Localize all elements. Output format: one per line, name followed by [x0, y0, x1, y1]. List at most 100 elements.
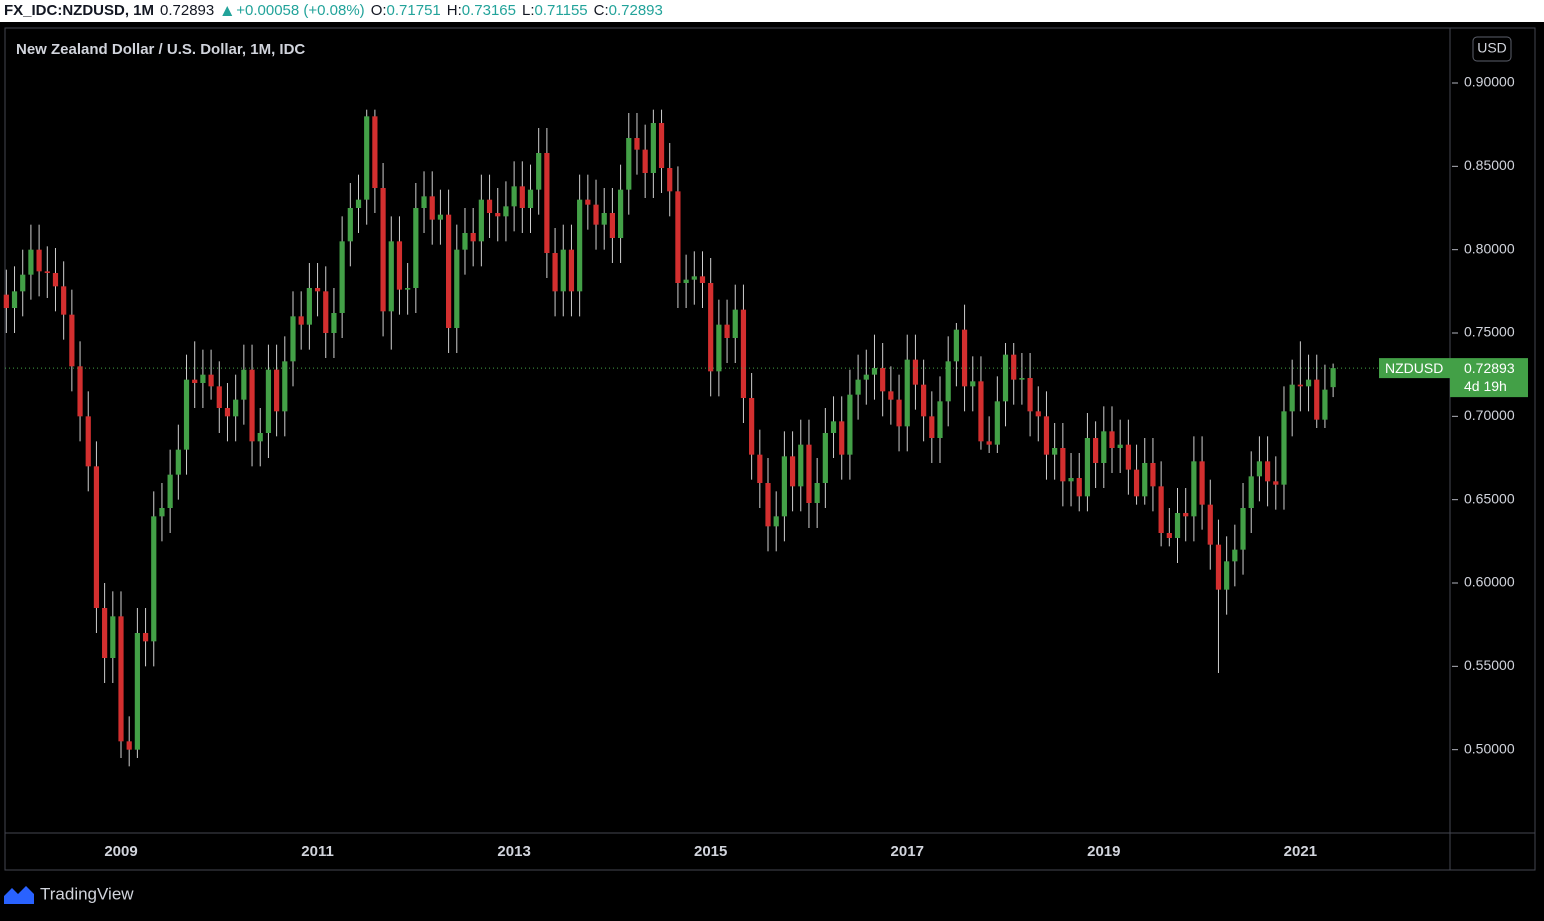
candle-body: [921, 384, 927, 417]
candle-body: [953, 329, 959, 362]
close-label: C:: [594, 2, 609, 19]
x-tick-label: 2021: [1284, 843, 1317, 860]
candle-body: [626, 138, 632, 190]
candle-body: [773, 516, 779, 527]
y-tick-label: 0.90000: [1464, 74, 1515, 90]
y-tick-label: 0.70000: [1464, 407, 1515, 423]
candle-body: [142, 633, 149, 642]
candle-body: [364, 116, 370, 200]
candle-body: [110, 616, 116, 658]
candle-body: [888, 391, 894, 400]
candle-body: [1011, 354, 1017, 380]
candle-body: [577, 199, 583, 292]
candle-body: [1273, 481, 1279, 485]
candle-body: [241, 369, 247, 400]
candle-body: [85, 416, 91, 467]
candle-body: [1207, 504, 1213, 545]
symbol: FX_IDC:NZDUSD, 1M: [4, 2, 154, 19]
candle-body: [904, 359, 910, 427]
candle-body: [208, 374, 214, 387]
symbol-label: NZDUSD: [1385, 360, 1443, 376]
candle-body: [1215, 544, 1222, 590]
candle-body: [1158, 486, 1164, 533]
x-tick-label: 2011: [301, 843, 334, 860]
low-value: 0.71155: [535, 2, 588, 19]
candle-body: [1150, 463, 1156, 487]
close-value: 0.72893: [609, 2, 663, 19]
candle-body: [806, 444, 812, 503]
candle-body: [1289, 384, 1295, 412]
candle-body: [282, 361, 288, 412]
candle-body: [1224, 561, 1230, 590]
candle-body: [585, 199, 591, 205]
candle-body: [544, 153, 550, 253]
candle-body: [961, 329, 968, 387]
countdown: 4d 19h: [1464, 378, 1507, 394]
candle-body: [880, 368, 886, 392]
candle-body: [1297, 384, 1303, 387]
candle-body: [511, 186, 517, 207]
header-legend: FX_IDC:NZDUSD, 1M 0.72893 +0.00058 (+0.08%…: [4, 2, 663, 19]
candle-body: [1002, 354, 1009, 402]
unit-button[interactable]: [1472, 36, 1512, 62]
candle-body: [339, 241, 345, 313]
candle-body: [405, 288, 411, 290]
candle-body: [912, 359, 919, 385]
chart-title: New Zealand Dollar / U.S. Dollar, 1M, ID…: [16, 41, 305, 58]
logo-icon: [4, 886, 34, 904]
candle-body: [945, 361, 951, 402]
candle-body: [314, 288, 321, 292]
candle-body: [265, 369, 272, 433]
open-value: 0.71751: [387, 2, 441, 19]
candle-body: [1068, 478, 1074, 482]
candle-body: [1076, 478, 1082, 497]
candle-body: [11, 291, 18, 308]
candle-body: [102, 608, 108, 658]
y-tick-label: 0.50000: [1464, 740, 1515, 756]
candle-body: [388, 241, 394, 312]
candle-body: [822, 433, 828, 483]
candle-body: [323, 291, 329, 333]
candle-body: [1027, 378, 1033, 412]
candle-body: [552, 253, 558, 292]
candle-body: [1256, 461, 1263, 477]
candle-body: [126, 741, 132, 750]
x-tick-label: 2017: [891, 843, 924, 860]
candle-body: [52, 273, 59, 287]
x-tick-label: 2013: [497, 843, 530, 860]
candle-body: [863, 374, 869, 380]
candle-body: [830, 421, 837, 433]
candle-body: [1240, 508, 1246, 550]
candle-body: [200, 374, 206, 383]
header-bar: [0, 0, 1544, 22]
y-tick-label: 0.80000: [1464, 240, 1515, 256]
candle-body: [478, 199, 484, 242]
x-tick-label: 2015: [694, 843, 727, 860]
candle-body: [536, 153, 542, 190]
candle-body: [93, 466, 100, 608]
y-tick-label: 0.60000: [1464, 574, 1515, 590]
candle-body: [396, 241, 403, 290]
candle-body: [1174, 513, 1181, 538]
axis-unit[interactable]: USD: [1477, 40, 1507, 56]
candle-body: [495, 213, 501, 217]
candle-body: [233, 399, 239, 417]
candle-body: [847, 394, 853, 455]
candle-body: [896, 399, 902, 427]
candle-body: [446, 214, 452, 328]
high-value: 0.73165: [462, 2, 516, 19]
candle-body: [3, 294, 9, 308]
candle-body: [1322, 389, 1328, 420]
candle-body: [519, 186, 525, 208]
candle-body: [1093, 438, 1099, 463]
brand: TradingView: [40, 884, 134, 903]
candle-body: [871, 368, 878, 375]
candle-body: [462, 233, 468, 250]
candle-body: [1109, 431, 1115, 448]
candle-body: [20, 274, 26, 292]
up-arrow-icon: [222, 6, 233, 16]
tradingview-logo[interactable]: TradingView: [4, 884, 134, 904]
candle-body: [216, 386, 222, 408]
